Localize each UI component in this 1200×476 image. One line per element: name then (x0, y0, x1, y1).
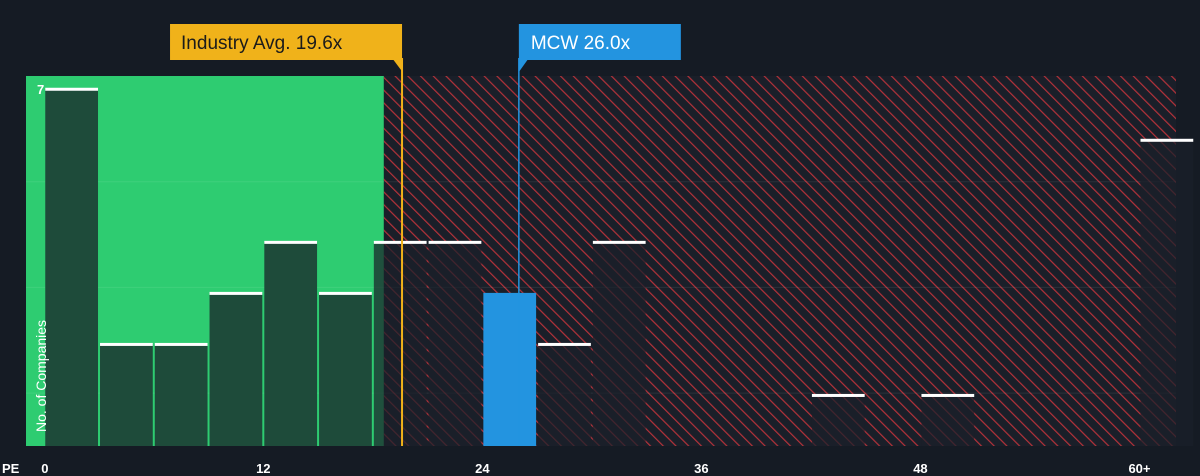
bar-top-cap (538, 342, 591, 346)
x-tick-label: 0 (41, 461, 48, 476)
bar-top-cap (592, 240, 646, 244)
x-tick-label: 24 (475, 461, 490, 476)
x-tick-label: 48 (913, 461, 927, 476)
industry-avg-callout-pointer (392, 58, 403, 72)
company-pe-callout-pointer (518, 58, 529, 72)
histogram-bar (100, 343, 153, 446)
bar-top-cap (921, 393, 975, 397)
industry-avg-label: Industry Avg. 19.6x (181, 33, 343, 54)
bar-top-cap (373, 240, 427, 244)
company-pe-callout (518, 24, 681, 60)
histogram-bar (921, 394, 975, 446)
histogram-bar (428, 241, 482, 446)
histogram-bar (483, 292, 537, 446)
histogram-bar (1140, 139, 1194, 447)
histogram-bar (264, 241, 318, 446)
bar-top-cap (1140, 138, 1194, 142)
bar-top-cap (428, 240, 482, 244)
y-tick-label: 7 (37, 82, 44, 97)
histogram-bar (319, 292, 372, 446)
histogram-bar (373, 241, 427, 446)
bar-top-cap (811, 393, 865, 397)
histogram-bar (538, 343, 591, 446)
x-tick-label: 12 (256, 461, 270, 476)
x-tick-label: 36 (694, 461, 708, 476)
bar-top-cap (319, 291, 372, 295)
histogram-bar (811, 394, 865, 446)
industry-avg-callout (170, 24, 403, 60)
histogram-bar (209, 292, 263, 446)
histogram-bar (592, 241, 646, 446)
bar-top-cap (154, 342, 208, 346)
bar-top-cap (264, 240, 318, 244)
y-axis-title: No. of Companies (33, 320, 49, 432)
company-pe-label: MCW 26.0x (531, 33, 631, 54)
bar-top-cap (100, 342, 153, 346)
bar-top-cap (209, 291, 263, 295)
x-axis-title: PE (2, 461, 20, 476)
histogram-bar (45, 88, 99, 447)
bar-top-cap (45, 87, 99, 91)
histogram-bar (154, 343, 208, 446)
x-tick-label: 60+ (1128, 461, 1150, 476)
